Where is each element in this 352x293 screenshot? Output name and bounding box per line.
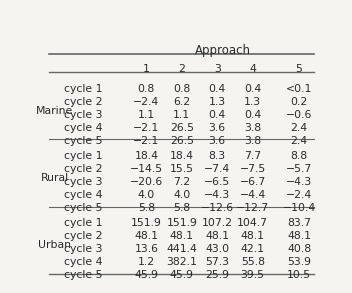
Text: 3.6: 3.6 (209, 136, 226, 146)
Text: 4.0: 4.0 (138, 190, 155, 200)
Text: 48.1: 48.1 (205, 231, 229, 241)
Text: 83.7: 83.7 (287, 218, 311, 229)
Text: cycle 2: cycle 2 (64, 97, 103, 107)
Text: 10.5: 10.5 (287, 270, 311, 280)
Text: 53.9: 53.9 (287, 257, 311, 267)
Text: cycle 5: cycle 5 (64, 136, 103, 146)
Text: −10.4: −10.4 (282, 203, 316, 213)
Text: 45.9: 45.9 (170, 270, 194, 280)
Text: 151.9: 151.9 (131, 218, 162, 229)
Text: 1.1: 1.1 (173, 110, 190, 120)
Text: 1.1: 1.1 (138, 110, 155, 120)
Text: cycle 2: cycle 2 (64, 231, 103, 241)
Text: −2.1: −2.1 (133, 136, 159, 146)
Text: 6.2: 6.2 (173, 97, 190, 107)
Text: 5.8: 5.8 (173, 203, 190, 213)
Text: 104.7: 104.7 (237, 218, 268, 229)
Text: −5.7: −5.7 (286, 164, 312, 174)
Text: 18.4: 18.4 (134, 151, 158, 161)
Text: 7.2: 7.2 (173, 177, 190, 187)
Text: 8.8: 8.8 (290, 151, 308, 161)
Text: −7.5: −7.5 (240, 164, 266, 174)
Text: 2: 2 (178, 64, 185, 74)
Text: 2.4: 2.4 (290, 136, 308, 146)
Text: 0.8: 0.8 (173, 84, 190, 94)
Text: 48.1: 48.1 (287, 231, 311, 241)
Text: cycle 1: cycle 1 (64, 151, 103, 161)
Text: cycle 3: cycle 3 (64, 244, 103, 254)
Text: 55.8: 55.8 (241, 257, 265, 267)
Text: 40.8: 40.8 (287, 244, 311, 254)
Text: −20.6: −20.6 (130, 177, 163, 187)
Text: Approach: Approach (195, 44, 251, 57)
Text: cycle 2: cycle 2 (64, 164, 103, 174)
Text: 26.5: 26.5 (170, 136, 194, 146)
Text: cycle 4: cycle 4 (64, 257, 103, 267)
Text: −12.7: −12.7 (236, 203, 269, 213)
Text: 13.6: 13.6 (134, 244, 158, 254)
Text: Urban: Urban (38, 240, 71, 250)
Text: 0.4: 0.4 (209, 84, 226, 94)
Text: −4.3: −4.3 (286, 177, 312, 187)
Text: 4.0: 4.0 (173, 190, 190, 200)
Text: −2.4: −2.4 (286, 190, 312, 200)
Text: 0.4: 0.4 (244, 110, 261, 120)
Text: 7.7: 7.7 (244, 151, 261, 161)
Text: 48.1: 48.1 (134, 231, 158, 241)
Text: −6.5: −6.5 (204, 177, 230, 187)
Text: 45.9: 45.9 (134, 270, 158, 280)
Text: 5: 5 (296, 64, 302, 74)
Text: 0.4: 0.4 (209, 110, 226, 120)
Text: 1.2: 1.2 (138, 257, 155, 267)
Text: −4.3: −4.3 (204, 190, 230, 200)
Text: cycle 5: cycle 5 (64, 203, 103, 213)
Text: 42.1: 42.1 (241, 244, 265, 254)
Text: 3.8: 3.8 (244, 136, 261, 146)
Text: −4.4: −4.4 (240, 190, 266, 200)
Text: cycle 1: cycle 1 (64, 218, 103, 229)
Text: 4: 4 (249, 64, 256, 74)
Text: 39.5: 39.5 (241, 270, 265, 280)
Text: cycle 4: cycle 4 (64, 190, 103, 200)
Text: −0.6: −0.6 (286, 110, 312, 120)
Text: 0.2: 0.2 (290, 97, 308, 107)
Text: 107.2: 107.2 (202, 218, 233, 229)
Text: −2.4: −2.4 (133, 97, 159, 107)
Text: 57.3: 57.3 (205, 257, 229, 267)
Text: −6.7: −6.7 (240, 177, 266, 187)
Text: 43.0: 43.0 (205, 244, 229, 254)
Text: cycle 1: cycle 1 (64, 84, 103, 94)
Text: −14.5: −14.5 (130, 164, 163, 174)
Text: 0.8: 0.8 (138, 84, 155, 94)
Text: 151.9: 151.9 (166, 218, 197, 229)
Text: cycle 3: cycle 3 (64, 177, 103, 187)
Text: <0.1: <0.1 (286, 84, 312, 94)
Text: 48.1: 48.1 (241, 231, 265, 241)
Text: 0.4: 0.4 (244, 84, 261, 94)
Text: 18.4: 18.4 (170, 151, 194, 161)
Text: Rural: Rural (41, 173, 69, 183)
Text: 3.8: 3.8 (244, 123, 261, 133)
Text: Marine: Marine (36, 106, 74, 116)
Text: 1.3: 1.3 (209, 97, 226, 107)
Text: 3: 3 (214, 64, 221, 74)
Text: −12.6: −12.6 (201, 203, 234, 213)
Text: −7.4: −7.4 (204, 164, 230, 174)
Text: 48.1: 48.1 (170, 231, 194, 241)
Text: 441.4: 441.4 (166, 244, 197, 254)
Text: 1.3: 1.3 (244, 97, 261, 107)
Text: 1: 1 (143, 64, 150, 74)
Text: 25.9: 25.9 (205, 270, 229, 280)
Text: cycle 4: cycle 4 (64, 123, 103, 133)
Text: −2.1: −2.1 (133, 123, 159, 133)
Text: 5.8: 5.8 (138, 203, 155, 213)
Text: cycle 3: cycle 3 (64, 110, 103, 120)
Text: 15.5: 15.5 (170, 164, 194, 174)
Text: 2.4: 2.4 (290, 123, 308, 133)
Text: cycle 5: cycle 5 (64, 270, 103, 280)
Text: 382.1: 382.1 (166, 257, 197, 267)
Text: 26.5: 26.5 (170, 123, 194, 133)
Text: 8.3: 8.3 (209, 151, 226, 161)
Text: 3.6: 3.6 (209, 123, 226, 133)
